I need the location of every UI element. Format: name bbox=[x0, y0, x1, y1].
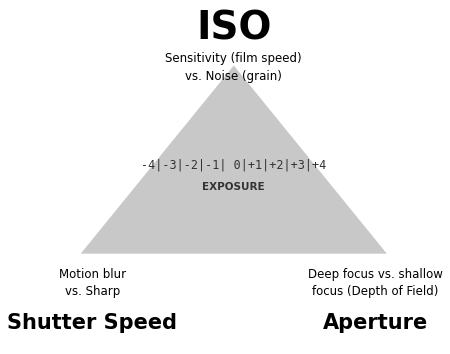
Text: Motion blur
vs. Sharp: Motion blur vs. Sharp bbox=[58, 268, 126, 298]
Text: -4|-3|-2|-1| 0|+1|+2|+3|+4: -4|-3|-2|-1| 0|+1|+2|+3|+4 bbox=[141, 158, 326, 171]
Text: EXPOSURE: EXPOSURE bbox=[202, 182, 265, 192]
Polygon shape bbox=[81, 65, 387, 254]
Text: Aperture: Aperture bbox=[323, 313, 428, 333]
Text: Shutter Speed: Shutter Speed bbox=[7, 313, 177, 333]
Text: Deep focus vs. shallow
focus (Depth of Field): Deep focus vs. shallow focus (Depth of F… bbox=[308, 268, 443, 298]
Text: ISO: ISO bbox=[196, 10, 271, 48]
Text: Sensitivity (film speed)
vs. Noise (grain): Sensitivity (film speed) vs. Noise (grai… bbox=[166, 52, 302, 82]
